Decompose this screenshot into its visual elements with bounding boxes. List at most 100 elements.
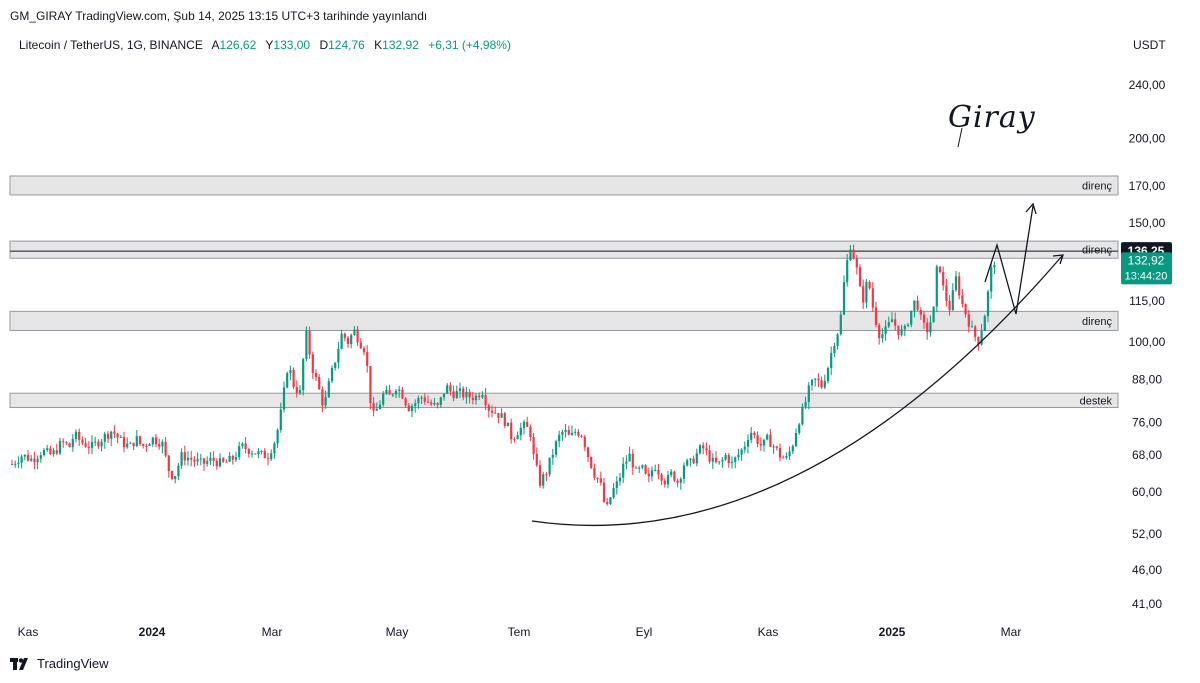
symbol-legend: Litecoin / TetherUS, 1G, BINANCE A126,62… [19,38,517,52]
candle-body [974,326,977,337]
candle-body [753,433,756,436]
x-tick-label: Eyl [636,625,653,639]
candle-body [247,449,250,454]
candle-body [890,319,894,323]
candle-body [164,441,167,456]
candle-body [586,447,590,457]
candle-body [820,380,823,388]
candle-body [919,309,922,315]
candle-body [663,480,666,485]
candle-body [113,431,116,434]
candle-body [599,478,602,483]
candle-body [148,444,151,446]
candle-body [174,476,177,479]
candle-body [654,469,657,471]
candle-body [494,412,497,414]
y-tick-label: 88,00 [1132,373,1162,387]
candle-body [606,501,609,504]
candle-body [36,458,39,463]
candle-body [391,394,394,396]
candle-body [311,354,314,373]
currency-label[interactable]: USDT [1133,38,1166,52]
candle-body [766,434,769,440]
candle-body [698,445,702,454]
candle-body [289,369,292,374]
candle-body [215,460,218,467]
candle-body [823,381,826,388]
tradingview-footer[interactable]: TradingView [10,656,109,671]
candle-body [78,431,81,440]
candle-body [980,330,983,345]
candle-body [292,369,295,388]
candle-body [532,437,535,454]
candle-body [474,395,478,401]
x-tick-label: Mar [262,625,283,639]
candle-body [129,442,132,444]
candle-body [398,389,401,391]
zone-0[interactable] [9,175,1119,196]
candle-body [628,453,631,462]
candle-body [561,431,564,435]
candle-body [321,389,324,406]
candle-body [670,471,673,476]
candle-body [135,436,138,447]
candle-body [65,442,68,444]
candle-body [759,444,762,446]
candle-body [644,465,647,474]
candle-body [100,441,103,447]
candle-body [852,249,855,259]
candle-body [935,266,938,307]
candle-body [846,260,849,283]
candle-body [244,443,247,450]
candle-body [743,446,746,450]
candle-body [90,441,94,448]
candle-body [55,450,58,454]
projection-path-drawing[interactable] [984,205,1034,315]
candle-body [84,443,87,447]
zone-2[interactable] [9,310,1119,331]
candle-body [906,324,910,326]
x-tick-label: 2025 [879,625,906,639]
candle-body [481,395,484,398]
candle-body [452,391,455,399]
candle-body [894,319,897,326]
candle-body [650,470,654,477]
candle-body [500,413,503,418]
candle-body [327,381,330,398]
candle-body [548,457,551,475]
candle-body [196,459,199,462]
close-value: 132,92 [382,38,419,52]
candle-body [964,304,967,315]
zone-1[interactable] [9,240,1119,259]
zone-label-0: direnç [1082,180,1112,192]
candle-body [740,449,743,455]
candle-body [938,266,942,273]
candle-body [190,457,193,460]
last-price-label: 132,92 [1128,253,1165,267]
candle-body [260,450,263,452]
candle-body [807,385,810,402]
candle-body [81,439,84,444]
symbol-name[interactable]: Litecoin / TetherUS, 1G, BINANCE [19,38,203,52]
candle-body [615,481,618,488]
candle-body [948,300,951,311]
candle-body [721,459,724,462]
x-tick-label: Kas [758,625,779,639]
candle-body [385,390,388,394]
candle-body [308,330,311,355]
candle-body [183,452,186,461]
candle-body [593,467,596,478]
candle-body [529,426,532,438]
candle-body [417,398,420,404]
candle-body [234,457,238,460]
cup-curve-drawing[interactable] [531,255,1063,527]
candle-body [231,455,234,460]
candle-body [449,385,452,392]
candle-body [58,441,62,454]
candle-body [433,403,436,405]
zone-3[interactable] [9,392,1119,409]
candle-body [478,395,481,398]
candle-body [564,429,567,432]
candle-body [314,372,318,378]
